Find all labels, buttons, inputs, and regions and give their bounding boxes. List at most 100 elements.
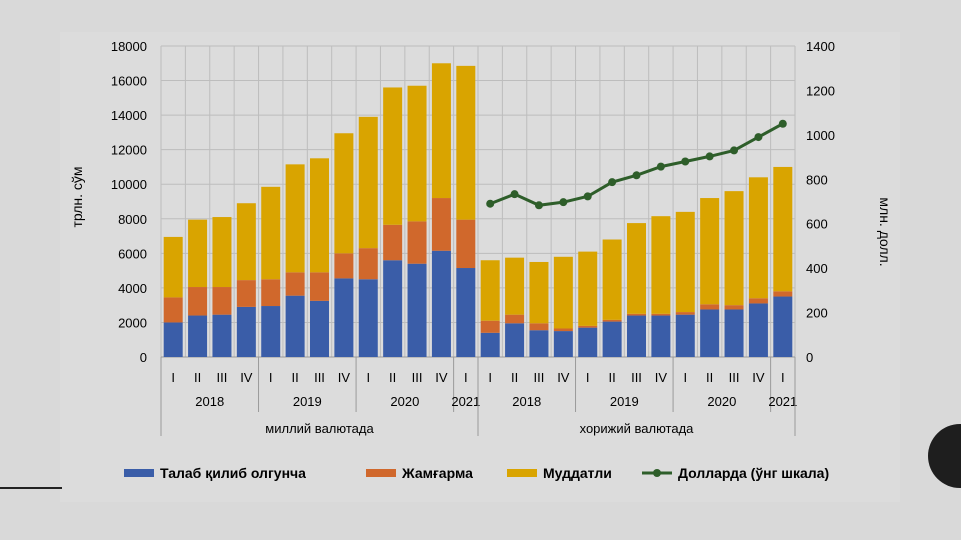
quarter-label: I (269, 370, 273, 385)
year-label: 2021 (451, 394, 480, 409)
bar-segment (163, 297, 183, 323)
bar-segment (553, 328, 573, 332)
bar-segment (188, 219, 208, 288)
bar-segment (724, 309, 744, 357)
bar-segment (529, 323, 549, 331)
grid-lines (160, 45, 796, 358)
quarter-label: III (412, 370, 423, 385)
bar-segment (529, 261, 549, 324)
y-tick-label: 14000 (111, 108, 147, 123)
year-label: 2021 (768, 394, 797, 409)
quarter-label: IV (655, 370, 668, 385)
bar-segment (236, 306, 256, 357)
bar-segment (383, 87, 403, 225)
bar-segment (651, 216, 671, 314)
quarter-label: III (729, 370, 740, 385)
bar-segment (700, 304, 720, 310)
quarter-label: III (217, 370, 228, 385)
bar-segment (578, 251, 598, 326)
bar-segment (627, 223, 646, 314)
left-y-axis: 0 2000 4000 6000 8000 10000 12000 14000 16000 180… (111, 39, 147, 365)
year-label: 2018 (195, 394, 224, 409)
dollar-point (681, 157, 690, 166)
bar-segment (651, 313, 671, 316)
legend-swatch (124, 469, 154, 477)
quarter-label: II (511, 370, 518, 385)
legend-swatch (507, 469, 537, 477)
y2-tick-label: 1000 (806, 128, 835, 143)
legend-line-marker (653, 469, 661, 477)
bar-segment (358, 279, 378, 357)
right-y-axis: 0 200 400 600 800 1000 1200 1400 (806, 39, 835, 365)
bar-segment (236, 203, 256, 281)
dollar-point (534, 201, 543, 210)
year-label: 2018 (512, 394, 541, 409)
dollar-point (510, 190, 519, 199)
dollar-point (583, 192, 592, 201)
quarter-label: IV (435, 370, 448, 385)
bar-segment (627, 313, 646, 316)
bar-segment (383, 260, 403, 357)
y2-tick-label: 1400 (806, 39, 835, 54)
bar-segment (505, 323, 525, 357)
legend: Талаб қилиб олгунча Жамғарма Муддатли Долла… (124, 465, 829, 481)
dollar-line (486, 119, 787, 210)
quarter-label: I (171, 370, 175, 385)
bar-segment (675, 314, 695, 357)
bar-segment (748, 177, 768, 299)
bar-segment (773, 291, 793, 297)
bar-segment (602, 321, 622, 357)
quarter-label: II (194, 370, 201, 385)
bar-segment (334, 278, 354, 357)
quarter-label: I (586, 370, 590, 385)
dollar-point (754, 133, 763, 142)
bar-segment (212, 314, 232, 357)
bar-segment (212, 287, 232, 315)
bar-segment (773, 166, 793, 292)
quarter-label: IV (338, 370, 351, 385)
bar-segment (407, 85, 427, 222)
bar-segment (188, 287, 208, 316)
legend-label: Жамғарма (401, 465, 473, 481)
y-tick-label: 4000 (118, 281, 147, 296)
stacked-bar-chart: 0200040006000800010000120001400016000180… (69, 39, 893, 481)
bar-segment (431, 250, 451, 357)
decorative-circle (928, 424, 961, 488)
bar-segment (163, 236, 183, 298)
bar-segment (675, 211, 695, 313)
bar-segment (700, 309, 720, 357)
bar-segment (627, 315, 646, 357)
y2-tick-label: 1200 (806, 83, 835, 98)
bar-segment (358, 116, 378, 249)
dollar-point (559, 198, 568, 207)
quarter-label: III (631, 370, 642, 385)
quarter-label: I (488, 370, 492, 385)
bar-segment (310, 158, 329, 273)
bar-segment (553, 256, 573, 329)
bar-segment (212, 217, 232, 288)
y-tick-label: 16000 (111, 74, 147, 89)
y-tick-label: 0 (140, 350, 147, 365)
bar-segment (334, 253, 354, 279)
bar-segment (505, 314, 525, 324)
y-tick-label: 6000 (118, 246, 147, 261)
y-tick-label: 2000 (118, 315, 147, 330)
y2-tick-label: 800 (806, 172, 828, 187)
y2-tick-label: 200 (806, 306, 828, 321)
year-label: 2019 (610, 394, 639, 409)
dollar-point (705, 152, 714, 161)
dollar-point (778, 119, 787, 128)
quarter-label: II (291, 370, 298, 385)
legend-label: Муддатли (543, 465, 612, 481)
y2-tick-label: 600 (806, 217, 828, 232)
quarter-label: II (608, 370, 615, 385)
y-axis-title: трлн. сўм (69, 166, 85, 227)
bar-segment (310, 272, 329, 301)
bar-segment (163, 322, 183, 357)
quarter-label: III (314, 370, 325, 385)
bar-segment (285, 272, 305, 296)
bar-segment (261, 186, 281, 280)
quarter-label: IV (557, 370, 570, 385)
quarter-label: I (464, 370, 468, 385)
bar-segment (505, 257, 525, 315)
